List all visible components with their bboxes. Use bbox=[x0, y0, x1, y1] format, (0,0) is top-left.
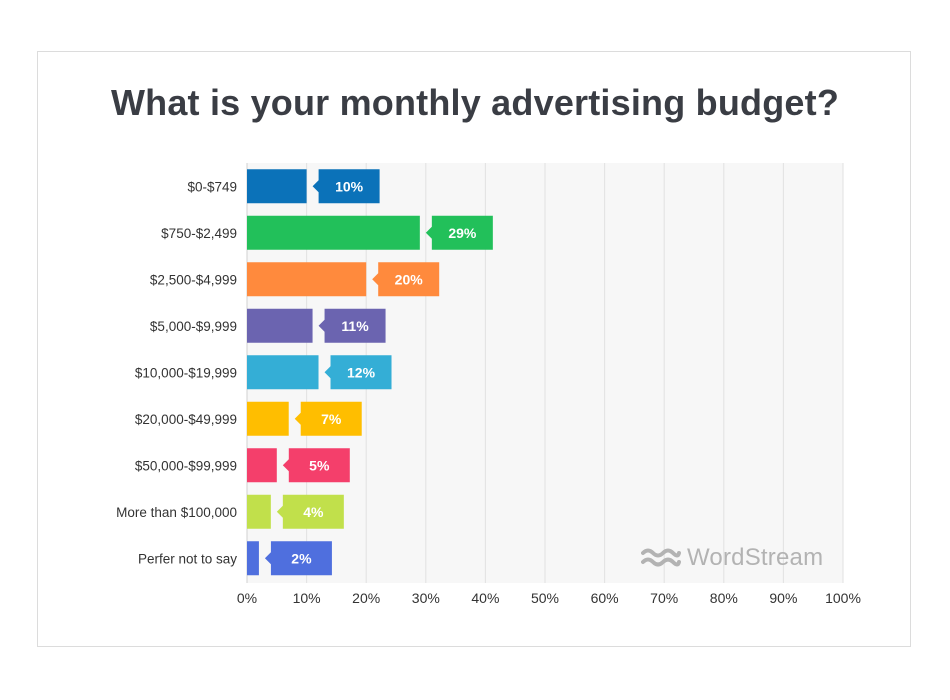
x-tick-label: 50% bbox=[531, 590, 559, 606]
wordstream-waves-icon bbox=[641, 548, 681, 567]
wordstream-logo: WordStream bbox=[641, 543, 823, 573]
bar bbox=[247, 308, 313, 343]
x-tick-label: 30% bbox=[412, 590, 440, 606]
bar bbox=[247, 494, 271, 529]
x-tick-label: 10% bbox=[293, 590, 321, 606]
value-callout bbox=[294, 401, 362, 436]
bar bbox=[247, 169, 307, 204]
category-label: $5,000-$9,999 bbox=[150, 319, 237, 334]
data-label: 12% bbox=[347, 364, 376, 380]
x-tick-label: 70% bbox=[650, 590, 678, 606]
category-label: $10,000-$19,999 bbox=[135, 365, 237, 380]
wordstream-logo-text: WordStream bbox=[687, 544, 824, 571]
x-tick-label: 90% bbox=[769, 590, 797, 606]
value-callout bbox=[372, 262, 440, 297]
bar bbox=[247, 215, 420, 250]
x-tick-label: 100% bbox=[825, 590, 861, 606]
value-callout bbox=[264, 541, 332, 576]
category-labels: $0-$749 $750-$2,499 $2,500-$4,999 $5,000-$9… bbox=[116, 179, 237, 566]
category-label: $0-$749 bbox=[187, 179, 237, 194]
category-label: Perfer not to say bbox=[138, 551, 237, 566]
chart-title: What is your monthly advertising budget? bbox=[110, 82, 840, 123]
value-callouts: 10% 29% 20% 11% 12% 7% 5% 4% 2% bbox=[264, 169, 493, 576]
category-label: $50,000-$99,999 bbox=[135, 458, 237, 473]
x-tick-label: 0% bbox=[237, 590, 257, 606]
value-callout bbox=[282, 448, 350, 483]
bar bbox=[247, 262, 367, 297]
category-label: More than $100,000 bbox=[116, 505, 237, 520]
data-label: 2% bbox=[291, 550, 312, 566]
x-tick-label: 80% bbox=[710, 590, 738, 606]
x-tick-label: 20% bbox=[352, 590, 380, 606]
bar bbox=[247, 448, 277, 483]
data-label: 20% bbox=[395, 271, 424, 287]
data-label: 4% bbox=[303, 504, 324, 520]
x-tick-labels: 0% 10% 20% 30% 40% 50% 60% 70% 80% 90% 100% bbox=[237, 590, 861, 606]
data-label: 5% bbox=[309, 457, 330, 473]
bars bbox=[247, 169, 420, 576]
bar bbox=[247, 355, 319, 390]
category-label: $20,000-$49,999 bbox=[135, 412, 237, 427]
x-tick-label: 40% bbox=[471, 590, 499, 606]
data-label: 7% bbox=[321, 411, 342, 427]
value-callout bbox=[312, 169, 380, 204]
data-label: 10% bbox=[335, 178, 364, 194]
category-label: $2,500-$4,999 bbox=[150, 272, 237, 287]
data-label: 29% bbox=[448, 225, 477, 241]
value-callout bbox=[324, 355, 392, 390]
value-callout bbox=[276, 494, 344, 529]
value-callout bbox=[318, 308, 386, 343]
value-callout bbox=[425, 215, 493, 250]
x-tick-label: 60% bbox=[591, 590, 619, 606]
bar bbox=[247, 541, 259, 576]
category-label: $750-$2,499 bbox=[161, 226, 237, 241]
bar bbox=[247, 401, 289, 436]
data-label: 11% bbox=[341, 318, 369, 334]
